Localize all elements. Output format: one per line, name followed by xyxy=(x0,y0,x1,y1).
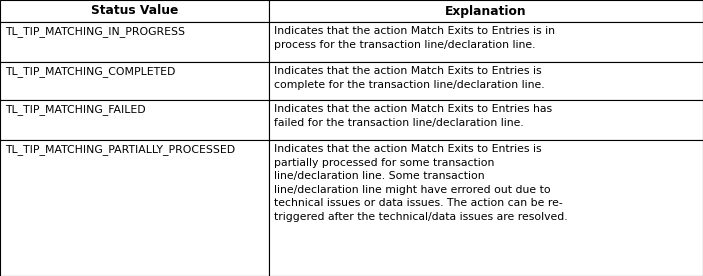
Bar xyxy=(0,140,269,276)
Bar xyxy=(0,62,269,100)
Text: TL_TIP_MATCHING_IN_PROGRESS: TL_TIP_MATCHING_IN_PROGRESS xyxy=(5,26,185,37)
Bar xyxy=(0,0,269,22)
Text: Indicates that the action Match Exits to Entries is
partially processed for some: Indicates that the action Match Exits to… xyxy=(273,144,567,222)
Bar xyxy=(269,100,703,140)
Text: TL_TIP_MATCHING_FAILED: TL_TIP_MATCHING_FAILED xyxy=(5,104,146,115)
Bar xyxy=(269,0,703,22)
Text: Indicates that the action Match Exits to Entries has
failed for the transaction : Indicates that the action Match Exits to… xyxy=(273,104,552,128)
Text: Indicates that the action Match Exits to Entries is in
process for the transacti: Indicates that the action Match Exits to… xyxy=(273,26,555,50)
Text: Status Value: Status Value xyxy=(91,4,178,17)
Bar xyxy=(0,22,269,62)
Text: Indicates that the action Match Exits to Entries is
complete for the transaction: Indicates that the action Match Exits to… xyxy=(273,66,544,90)
Bar xyxy=(269,22,703,62)
Text: Explanation: Explanation xyxy=(445,4,527,17)
Bar xyxy=(269,140,703,276)
Text: TL_TIP_MATCHING_COMPLETED: TL_TIP_MATCHING_COMPLETED xyxy=(5,66,175,77)
Bar xyxy=(0,100,269,140)
Text: TL_TIP_MATCHING_PARTIALLY_PROCESSED: TL_TIP_MATCHING_PARTIALLY_PROCESSED xyxy=(5,144,235,155)
Bar xyxy=(269,62,703,100)
